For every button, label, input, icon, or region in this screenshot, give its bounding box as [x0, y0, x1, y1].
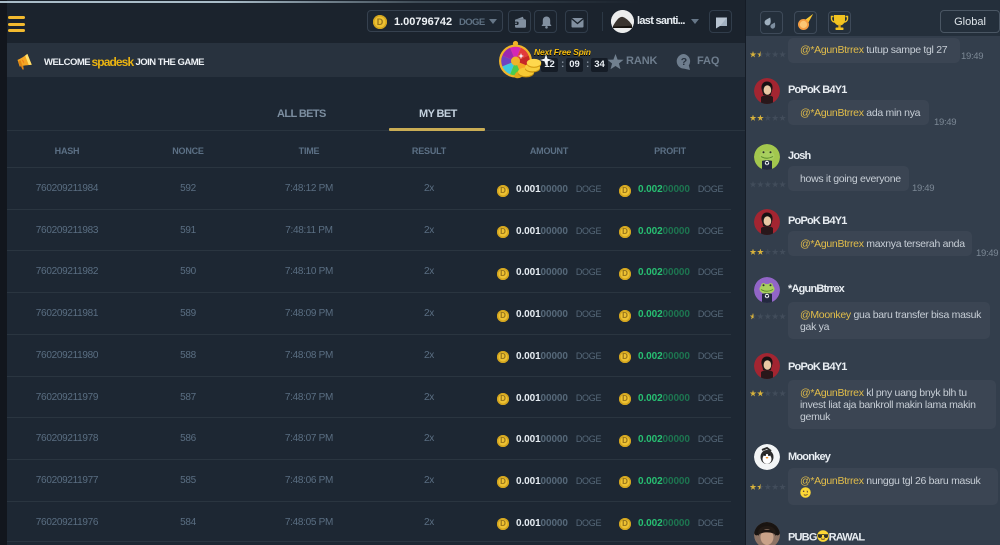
- svg-text:?: ?: [681, 56, 687, 68]
